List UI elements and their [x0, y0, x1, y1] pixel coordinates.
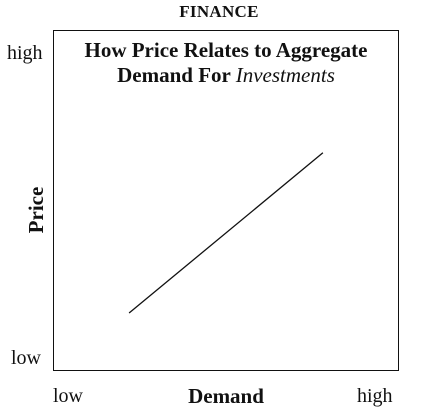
x-tick-low: low [53, 385, 83, 407]
chart-title: How Price Relates to Aggregate Demand Fo… [53, 38, 399, 88]
y-axis-label: Price [24, 186, 48, 234]
x-axis-label: Demand [188, 384, 264, 408]
plot-area [128, 152, 324, 314]
page-header: FINANCE [179, 2, 259, 21]
chart-title-main: How Price Relates to Aggregate Demand Fo… [84, 38, 368, 87]
demand-line-0 [128, 152, 324, 314]
chart-title-italic: Investments [235, 63, 335, 87]
chart-frame [53, 30, 399, 371]
y-tick-high: high [7, 42, 43, 64]
x-tick-high: high [357, 385, 393, 407]
y-tick-low: low [11, 347, 41, 369]
